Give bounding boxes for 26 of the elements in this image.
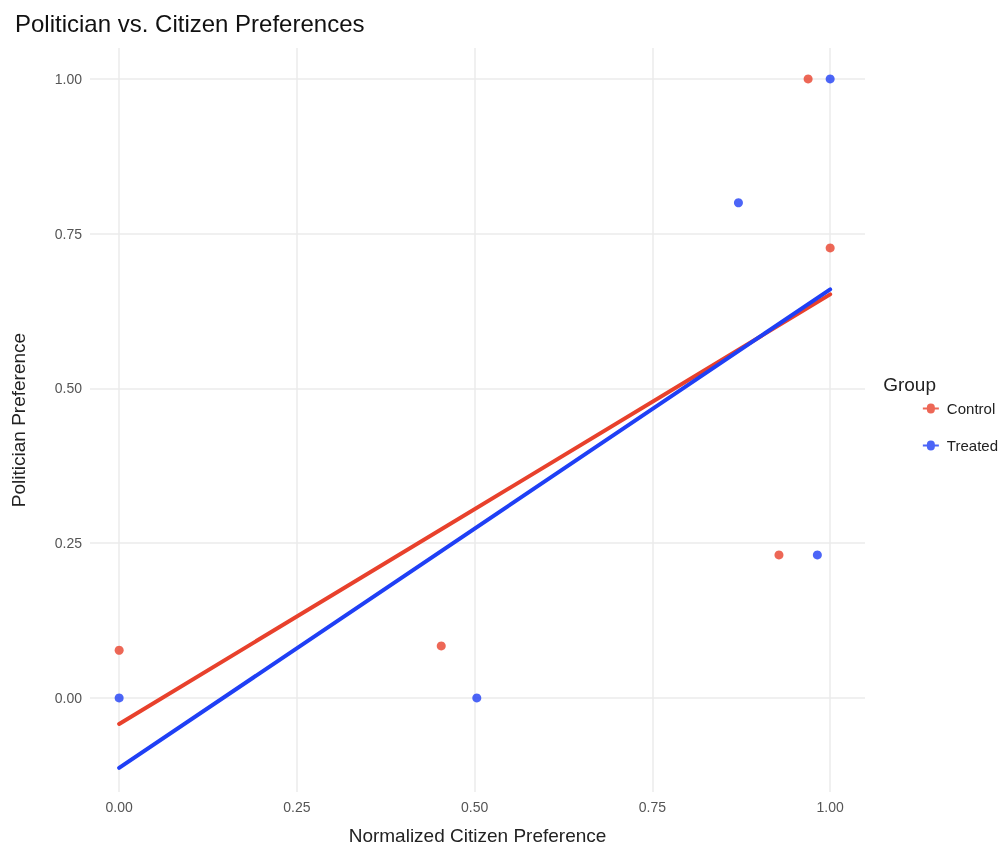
point <box>114 693 124 703</box>
point <box>774 550 784 560</box>
y-axis-title: Politician Preference <box>8 332 29 508</box>
x-tick-label: 0.75 <box>638 799 667 815</box>
y-tick-label: 0.25 <box>54 535 83 552</box>
x-tick-label: 1.00 <box>816 799 844 815</box>
legend-title: Group <box>883 374 937 395</box>
point <box>733 198 743 208</box>
legend-label: Control <box>946 400 996 417</box>
x-axis-title: Normalized Citizen Preference <box>348 825 607 846</box>
point <box>436 641 446 651</box>
point <box>114 645 124 655</box>
y-tick-label: 0.00 <box>54 689 83 706</box>
legend-label: Treated <box>946 437 998 454</box>
x-tick-label: 0.25 <box>283 799 311 815</box>
chart-title: Politician vs. Citizen Preferences <box>15 9 365 37</box>
y-tick-label: 0.50 <box>54 380 83 397</box>
point <box>812 550 822 560</box>
x-tick-label: 0.00 <box>105 799 133 815</box>
y-tick-label: 0.75 <box>54 225 83 242</box>
point <box>825 74 835 84</box>
point <box>825 243 835 253</box>
y-tick-label: 1.00 <box>54 70 83 87</box>
point <box>803 74 813 84</box>
x-tick-label: 0.50 <box>461 799 489 815</box>
point <box>472 693 482 703</box>
